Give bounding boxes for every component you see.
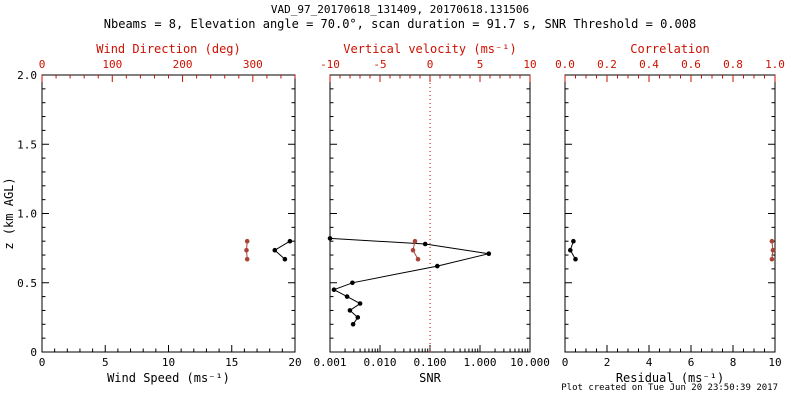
top-tick-label: 5 xyxy=(477,58,484,71)
top-tick-label: 0 xyxy=(427,58,434,71)
x-tick-label: 0.010 xyxy=(363,356,396,369)
vertical-velocity-point xyxy=(410,247,416,253)
wind-direction-point xyxy=(244,256,250,262)
top-tick-label: 0.8 xyxy=(723,58,743,71)
x-axis-label: Residual (ms⁻¹) xyxy=(616,371,724,385)
top-axis-label: Wind Direction (deg) xyxy=(96,42,241,56)
top-tick-label: 0.6 xyxy=(681,58,701,71)
wind-speed-point xyxy=(287,238,293,244)
plot-created-timestamp: Plot created on Tue Jun 20 23:50:39 2017 xyxy=(561,383,778,393)
top-tick-label: 200 xyxy=(173,58,193,71)
vertical-velocity-point xyxy=(415,256,421,262)
snr-profile-point xyxy=(435,263,440,269)
residual-panel-frame xyxy=(564,74,776,353)
x-tick-label: 15 xyxy=(225,356,238,369)
x-tick-label: 0 xyxy=(39,356,46,369)
x-tick-label: 10.000 xyxy=(510,356,550,369)
y-axis-label: z (km AGL) xyxy=(2,177,16,249)
top-tick-label: -5 xyxy=(373,58,386,71)
wind-panel-frame xyxy=(41,74,296,353)
snr-panel-frame xyxy=(329,74,531,353)
snr-profile-point xyxy=(327,236,333,241)
x-tick-label: 10 xyxy=(768,356,781,369)
y-tick-label: 1.0 xyxy=(17,208,37,221)
snr-profile-point xyxy=(347,308,353,313)
y-tick-label: 0 xyxy=(30,346,37,359)
snr-profile-point xyxy=(344,294,350,299)
residual-point xyxy=(573,256,578,262)
x-tick-label: 20 xyxy=(288,356,301,369)
top-tick-label: 0 xyxy=(39,58,46,71)
x-tick-label: 6 xyxy=(688,356,695,369)
wind-direction-point xyxy=(244,238,250,244)
x-axis-label: Wind Speed (ms⁻¹) xyxy=(107,371,230,385)
y-tick-label: 2.0 xyxy=(17,69,37,82)
snr-profile-point xyxy=(486,251,492,256)
correlation-point xyxy=(769,238,775,244)
wind-speed-point xyxy=(282,256,288,262)
vertical-velocity-point xyxy=(412,238,418,244)
snr-profile-point xyxy=(350,280,355,286)
top-tick-label: -10 xyxy=(320,58,340,71)
x-tick-label: 4 xyxy=(646,356,653,369)
top-tick-label: 300 xyxy=(243,58,263,71)
top-tick-label: 0.4 xyxy=(639,58,659,71)
snr-profile-point xyxy=(331,287,337,293)
snr-profile-point xyxy=(350,322,356,327)
top-tick-label: 10 xyxy=(523,58,536,71)
top-tick-label: 0.0 xyxy=(555,58,575,71)
snr-profile-point xyxy=(357,301,363,306)
x-tick-label: 5 xyxy=(102,356,109,369)
top-tick-label: 0.2 xyxy=(597,58,617,71)
snr-profile-point xyxy=(355,315,361,320)
top-axis-label: Vertical velocity (ms⁻¹) xyxy=(343,42,516,56)
residual-point xyxy=(571,238,576,244)
wind-direction-point xyxy=(244,247,249,253)
x-tick-label: 0.100 xyxy=(413,356,446,369)
snr-profile-point xyxy=(422,241,428,247)
x-tick-label: 8 xyxy=(730,356,737,369)
top-tick-label: 100 xyxy=(102,58,122,71)
x-tick-label: 0 xyxy=(562,356,569,369)
top-axis-label: Correlation xyxy=(630,42,709,56)
y-tick-label: 0.5 xyxy=(17,277,37,290)
x-tick-label: 2 xyxy=(604,356,611,369)
correlation-point xyxy=(770,247,776,253)
residual-point xyxy=(568,247,573,253)
x-tick-label: 10 xyxy=(162,356,175,369)
y-tick-label: 1.5 xyxy=(17,138,37,151)
x-axis-label: SNR xyxy=(419,371,441,385)
correlation-point xyxy=(769,256,775,262)
top-tick-label: 1.0 xyxy=(765,58,785,71)
plot-title: VAD_97_20170618_131409, 20170618.131506 xyxy=(270,3,530,16)
plot-subtitle: Nbeams = 8, Elevation angle = 70.0°, sca… xyxy=(103,17,697,31)
x-tick-label: 0.001 xyxy=(313,356,346,369)
wind-speed-point xyxy=(272,247,278,253)
x-tick-label: 1.000 xyxy=(463,356,496,369)
